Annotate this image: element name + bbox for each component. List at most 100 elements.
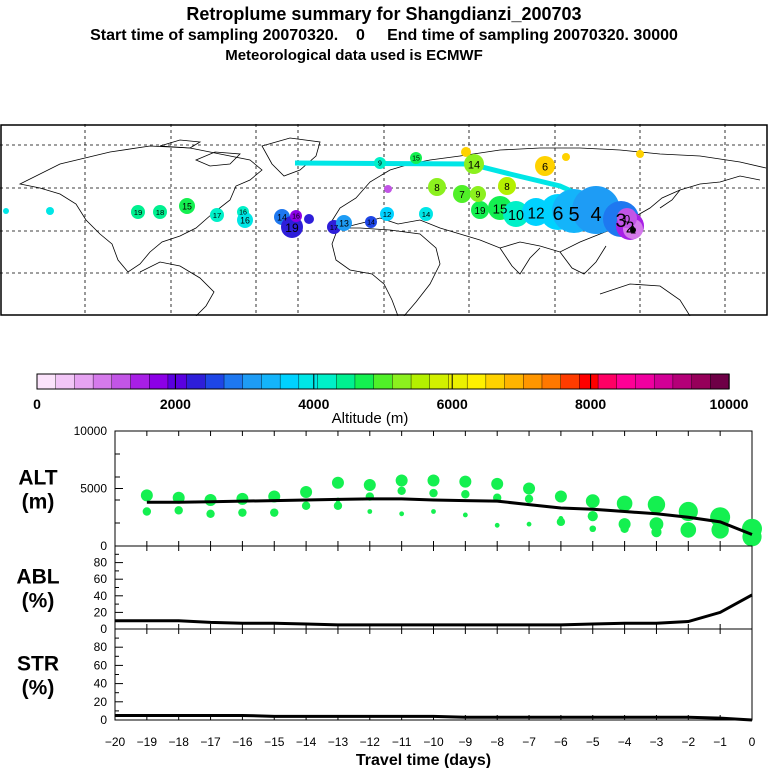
- cluster-bubble: [651, 527, 662, 538]
- y-tick-label: 60: [94, 658, 108, 672]
- colorbar-cell: [373, 373, 394, 390]
- cluster-bubble: [236, 492, 249, 505]
- cluster-bubble: [587, 511, 598, 522]
- colorbar-cell: [111, 373, 132, 390]
- cluster-bubble: [491, 477, 504, 490]
- cluster-bubble: [238, 508, 247, 517]
- plume-cluster-marker: [3, 208, 9, 214]
- plume-day-label: 3: [615, 210, 626, 232]
- plume-day-label: 17: [330, 223, 339, 232]
- colorbar-cell: [448, 373, 468, 390]
- plume-day-label: 19: [285, 221, 299, 235]
- colorbar-cell: [653, 373, 674, 390]
- plume-cluster-marker: [428, 178, 446, 196]
- colorbar-cell: [354, 373, 375, 390]
- cluster-bubble: [431, 509, 436, 514]
- colorbar-cell: [167, 373, 188, 390]
- colorbar-cell: [223, 373, 244, 390]
- cluster-bubble: [270, 508, 279, 517]
- plume-day-label: 18: [156, 208, 165, 217]
- plume-day-label: 16: [240, 216, 250, 226]
- colorbar-cell: [672, 373, 693, 390]
- y-tick-label: 40: [94, 589, 108, 603]
- colorbar-tick-label: 0: [33, 396, 41, 412]
- plume-day-label: 17: [213, 211, 222, 220]
- cluster-bubble: [616, 495, 633, 512]
- plume-day-label: 15: [493, 201, 508, 216]
- x-tick-label: −13: [328, 735, 349, 749]
- plume-day-label: 16: [239, 210, 247, 217]
- plume-cluster-marker: [380, 207, 394, 221]
- plume-cluster-marker: [179, 198, 195, 214]
- sampling-period: Start time of sampling 20070320. 0 End t…: [90, 27, 678, 44]
- plume-day-label: 6: [542, 162, 548, 174]
- cluster-bubble: [461, 490, 470, 499]
- colorbar-cell: [635, 373, 655, 390]
- y-tick-label: 5000: [80, 482, 107, 496]
- cluster-bubble: [620, 524, 629, 533]
- plume-cluster-marker: [153, 205, 167, 219]
- colorbar-cell: [541, 373, 562, 390]
- plume-day-label: 9: [378, 161, 382, 168]
- plume-cluster-marker: [365, 216, 377, 228]
- cluster-bubble: [680, 522, 697, 538]
- x-tick-label: −12: [360, 735, 381, 749]
- colorbar-cell: [504, 373, 524, 390]
- colorbar-cell: [130, 373, 150, 390]
- cluster-bubble: [395, 474, 408, 487]
- cluster-bubble: [647, 495, 666, 514]
- plume-cluster-marker: [237, 212, 253, 228]
- cluster-bubble: [427, 474, 440, 487]
- plume-cluster-marker: [636, 150, 644, 158]
- plume-cluster-marker: [503, 201, 529, 227]
- plume-cluster-marker: [470, 186, 486, 202]
- plume-day-label: 14: [367, 220, 375, 227]
- x-tick-label: −4: [618, 735, 632, 749]
- panel-ylabel: (%): [22, 590, 55, 613]
- x-tick-label: −19: [137, 735, 158, 749]
- plume-day-label: 10: [508, 208, 524, 224]
- str-fraction-line: [115, 713, 753, 722]
- colorbar-cell: [597, 373, 618, 390]
- plume-cluster-marker: [210, 208, 224, 222]
- colorbar-cell: [523, 373, 543, 390]
- cluster-bubble: [397, 486, 406, 495]
- panel-ylabel: ABL: [16, 566, 59, 589]
- x-tick-label: −15: [264, 735, 285, 749]
- cluster-bubble: [526, 521, 532, 527]
- cluster-bubble: [142, 507, 152, 516]
- colorbar-cell: [186, 373, 207, 390]
- colorbar-tick-label: 4000: [298, 396, 329, 412]
- x-tick-label: −8: [490, 735, 504, 749]
- colorbar-cell: [298, 373, 319, 390]
- plume-cluster-marker: [535, 156, 555, 176]
- colorbar-cell: [279, 373, 300, 390]
- colorbar-tick-label: 8000: [575, 396, 606, 412]
- plume-day-label: 9: [476, 190, 481, 200]
- plume-cluster-marker: [498, 177, 516, 195]
- cluster-bubble: [331, 476, 344, 489]
- altitude-colorbar: 0 2000 4000 6000 8000 10000 Altitude (m): [33, 373, 749, 426]
- plume-day-label: 12: [527, 205, 544, 222]
- cluster-bubble: [429, 488, 438, 498]
- x-tick-label: −2: [681, 735, 695, 749]
- colorbar-cell: [205, 373, 225, 390]
- cluster-bubble: [585, 494, 600, 509]
- x-tick-label: −14: [296, 735, 317, 749]
- str-panel: 0 20 40 60 80 STR(%): [17, 628, 753, 727]
- plume-cluster-marker: [419, 207, 433, 221]
- abl-fraction-line: [115, 593, 753, 627]
- cluster-bubble: [140, 489, 153, 502]
- colorbar-tick-label: 2000: [160, 396, 191, 412]
- plume-cluster-marker: [562, 153, 570, 161]
- x-tick-label: −5: [586, 735, 600, 749]
- coastlines: [18, 137, 767, 316]
- plume-day-label: 8: [434, 183, 440, 194]
- y-tick-label: 0: [100, 539, 107, 553]
- x-tick-label: −11: [392, 735, 412, 749]
- panel-ylabel: (m): [22, 491, 55, 514]
- x-tick-label: −10: [423, 735, 444, 749]
- met-data-note: Meteorological data used is ECMWF: [225, 47, 483, 64]
